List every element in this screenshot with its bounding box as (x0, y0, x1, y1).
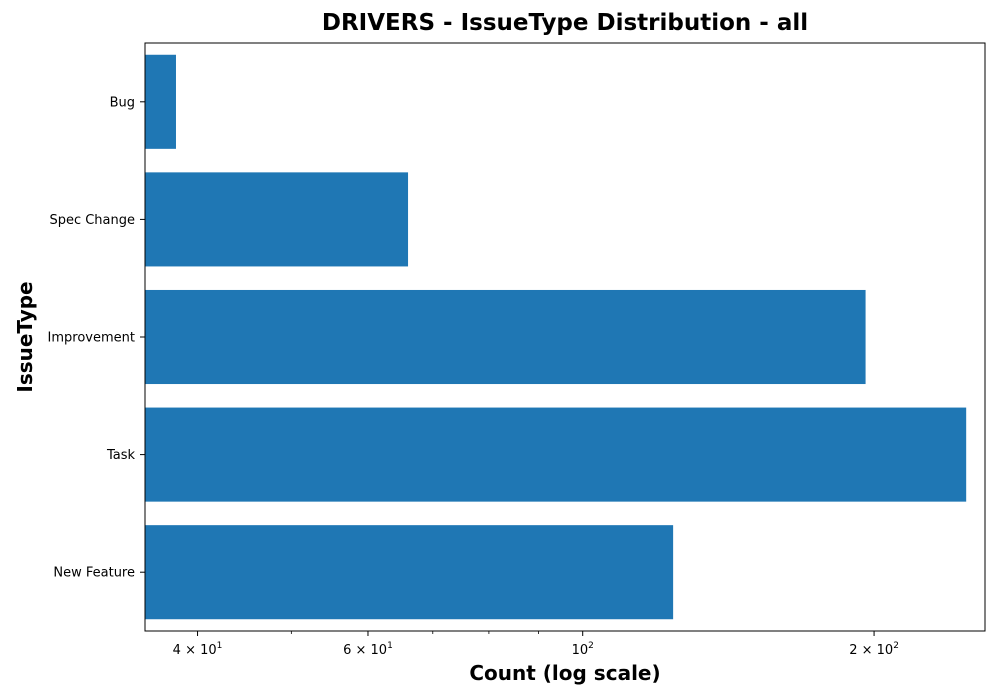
plot-frame (144, 42, 986, 632)
x-tick-label: 6 × 101 (343, 641, 393, 658)
x-tick-label: 102 (572, 641, 594, 658)
bar-improvement (145, 289, 866, 385)
category-label: New Feature (53, 566, 135, 581)
x-tick-label: 4 × 101 (173, 641, 223, 658)
category-label: Improvement (48, 331, 135, 346)
bar-task (145, 407, 967, 502)
x-tick-label: 2 × 102 (849, 641, 899, 658)
bar-spec-change (145, 172, 409, 267)
bar-new-feature (145, 525, 674, 620)
category-label: Task (106, 448, 136, 463)
category-label: Bug (110, 95, 135, 110)
bar-bug (145, 54, 176, 149)
category-label: Spec Change (49, 213, 135, 228)
x-axis-label: Count (log scale) (469, 661, 661, 685)
chart-title: DRIVERS - IssueType Distribution - all (321, 10, 809, 36)
